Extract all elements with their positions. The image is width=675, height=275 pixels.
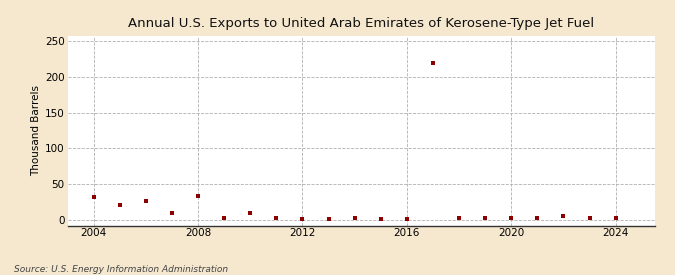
Point (506, 215, 516, 220)
Point (480, 215, 491, 220)
Point (271, 216, 281, 221)
Point (454, 215, 464, 220)
Title: Annual U.S. Exports to United Arab Emirates of Kerosene-Type Jet Fuel: Annual U.S. Exports to United Arab Emira… (128, 17, 594, 31)
Point (558, 214, 569, 218)
Point (349, 216, 360, 221)
Point (88, 195, 99, 199)
Point (532, 215, 543, 220)
Point (167, 210, 178, 215)
Point (192, 194, 203, 199)
Point (245, 210, 256, 215)
Point (427, 61, 438, 65)
Point (114, 203, 125, 207)
Point (584, 216, 595, 221)
Y-axis label: Thousand Barrels: Thousand Barrels (31, 85, 40, 176)
Text: Source: U.S. Energy Information Administration: Source: U.S. Energy Information Administ… (14, 265, 227, 274)
Point (323, 217, 334, 221)
Point (375, 217, 386, 221)
Point (402, 217, 412, 221)
Point (219, 216, 230, 221)
Point (610, 216, 621, 221)
Point (140, 198, 151, 203)
Point (297, 217, 308, 221)
